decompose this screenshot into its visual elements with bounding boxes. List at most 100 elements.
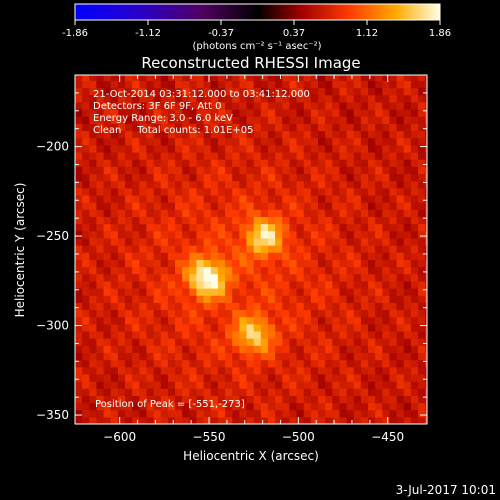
heatmap-cell [167,209,176,217]
heatmap-cell [346,216,355,225]
heatmap-cell [117,402,126,411]
heatmap-cell [260,409,269,418]
heatmap-cell [275,101,283,110]
heatmap-cell [375,144,383,153]
heatmap-cell [403,87,412,96]
heatmap-cell [225,166,233,175]
heatmap-cell [318,316,326,325]
heatmap-cell [289,123,298,132]
heatmap-cell [360,187,369,196]
heatmap-cell [382,123,391,132]
heatmap-cell [160,166,169,175]
heatmap-cell [289,187,298,196]
heatmap-cell [82,216,90,225]
heatmap-cell [410,395,419,404]
heatmap-cell [203,209,212,217]
heatmap-cell [103,187,112,196]
heatmap-cell [389,316,398,325]
heatmap-cell [153,409,162,418]
heatmap-cell [368,94,376,103]
heatmap-cell [375,252,383,260]
heatmap-cell [318,359,326,368]
heatmap-cell [232,130,240,139]
heatmap-cell [89,402,98,411]
heatmap-cell [389,109,398,117]
heatmap-cell [232,395,240,404]
heatmap-cell [403,330,412,339]
heatmap-cell [146,151,155,160]
heatmap-cell [125,381,133,389]
heatmap-cell [96,202,105,210]
heatmap-cell [396,402,405,411]
heatmap-cell [368,316,376,325]
heatmap-cell [89,409,98,418]
heatmap-cell [303,416,312,424]
heatmap-cell [132,280,140,289]
heatmap-cell [368,151,376,160]
heatmap-cell [425,109,427,117]
heatmap-cell [232,180,240,189]
heatmap-cell [146,109,155,117]
heatmap-cell [110,280,119,289]
heatmap-cell [360,366,369,375]
heatmap-cell [260,173,269,182]
heatmap-cell [82,194,90,203]
heatmap-cell [96,123,105,132]
heatmap-cell [125,194,133,203]
heatmap-cell [303,245,312,253]
heatmap-cell [425,252,427,260]
heatmap-cell [132,151,140,160]
heatmap-cell [232,295,240,303]
heatmap-cell [389,259,398,268]
heatmap-cell [225,245,233,253]
heatmap-cell [289,366,298,375]
heatmap-cell [410,302,419,311]
heatmap-cell [225,395,233,404]
heatmap-cell [267,309,276,318]
heatmap-cell [246,352,255,361]
y-tick-label: −350 [36,408,69,422]
heatmap-cell [160,366,169,375]
heatmap-cell [103,252,112,260]
heatmap-cell [375,381,383,389]
heatmap-cell [203,287,212,296]
heatmap-cell [282,302,291,311]
heatmap-cell [232,123,240,132]
heatmap-cell [125,216,133,225]
heatmap-cell [310,316,319,325]
heatmap-cell [318,381,326,389]
heatmap-cell [282,388,291,396]
heatmap-cell [217,187,226,196]
heatmap-cell [139,309,148,318]
heatmap-cell [132,402,140,411]
heatmap-cell [418,287,426,296]
heatmap-cell [139,302,148,311]
heatmap-cell [282,237,291,246]
heatmap-cell [325,173,333,182]
heatmap-cell [175,94,183,103]
heatmap-cell [325,259,333,268]
heatmap-cell [396,202,405,210]
heatmap-cell [225,388,233,396]
heatmap-cell [246,259,255,268]
heatmap-cell [132,237,140,246]
heatmap-cell [217,330,226,339]
heatmap-cell [425,151,427,160]
heatmap-cell [232,80,240,89]
heatmap-cell [275,409,283,418]
heatmap-cell [318,259,326,268]
heatmap-cell [260,209,269,217]
heatmap-cell [103,237,112,246]
heatmap-cell [310,323,319,332]
heatmap-cell [346,280,355,289]
heatmap-cell [225,302,233,311]
heatmap-cell [182,94,190,103]
heatmap-cell [382,345,391,354]
heatmap-cell [425,230,427,239]
heatmap-cell [139,316,148,325]
heatmap-cell [210,223,219,232]
heatmap-cell [325,80,333,89]
heatmap-cell [232,94,240,103]
heatmap-cell [296,194,305,203]
heatmap-cell [182,373,190,382]
